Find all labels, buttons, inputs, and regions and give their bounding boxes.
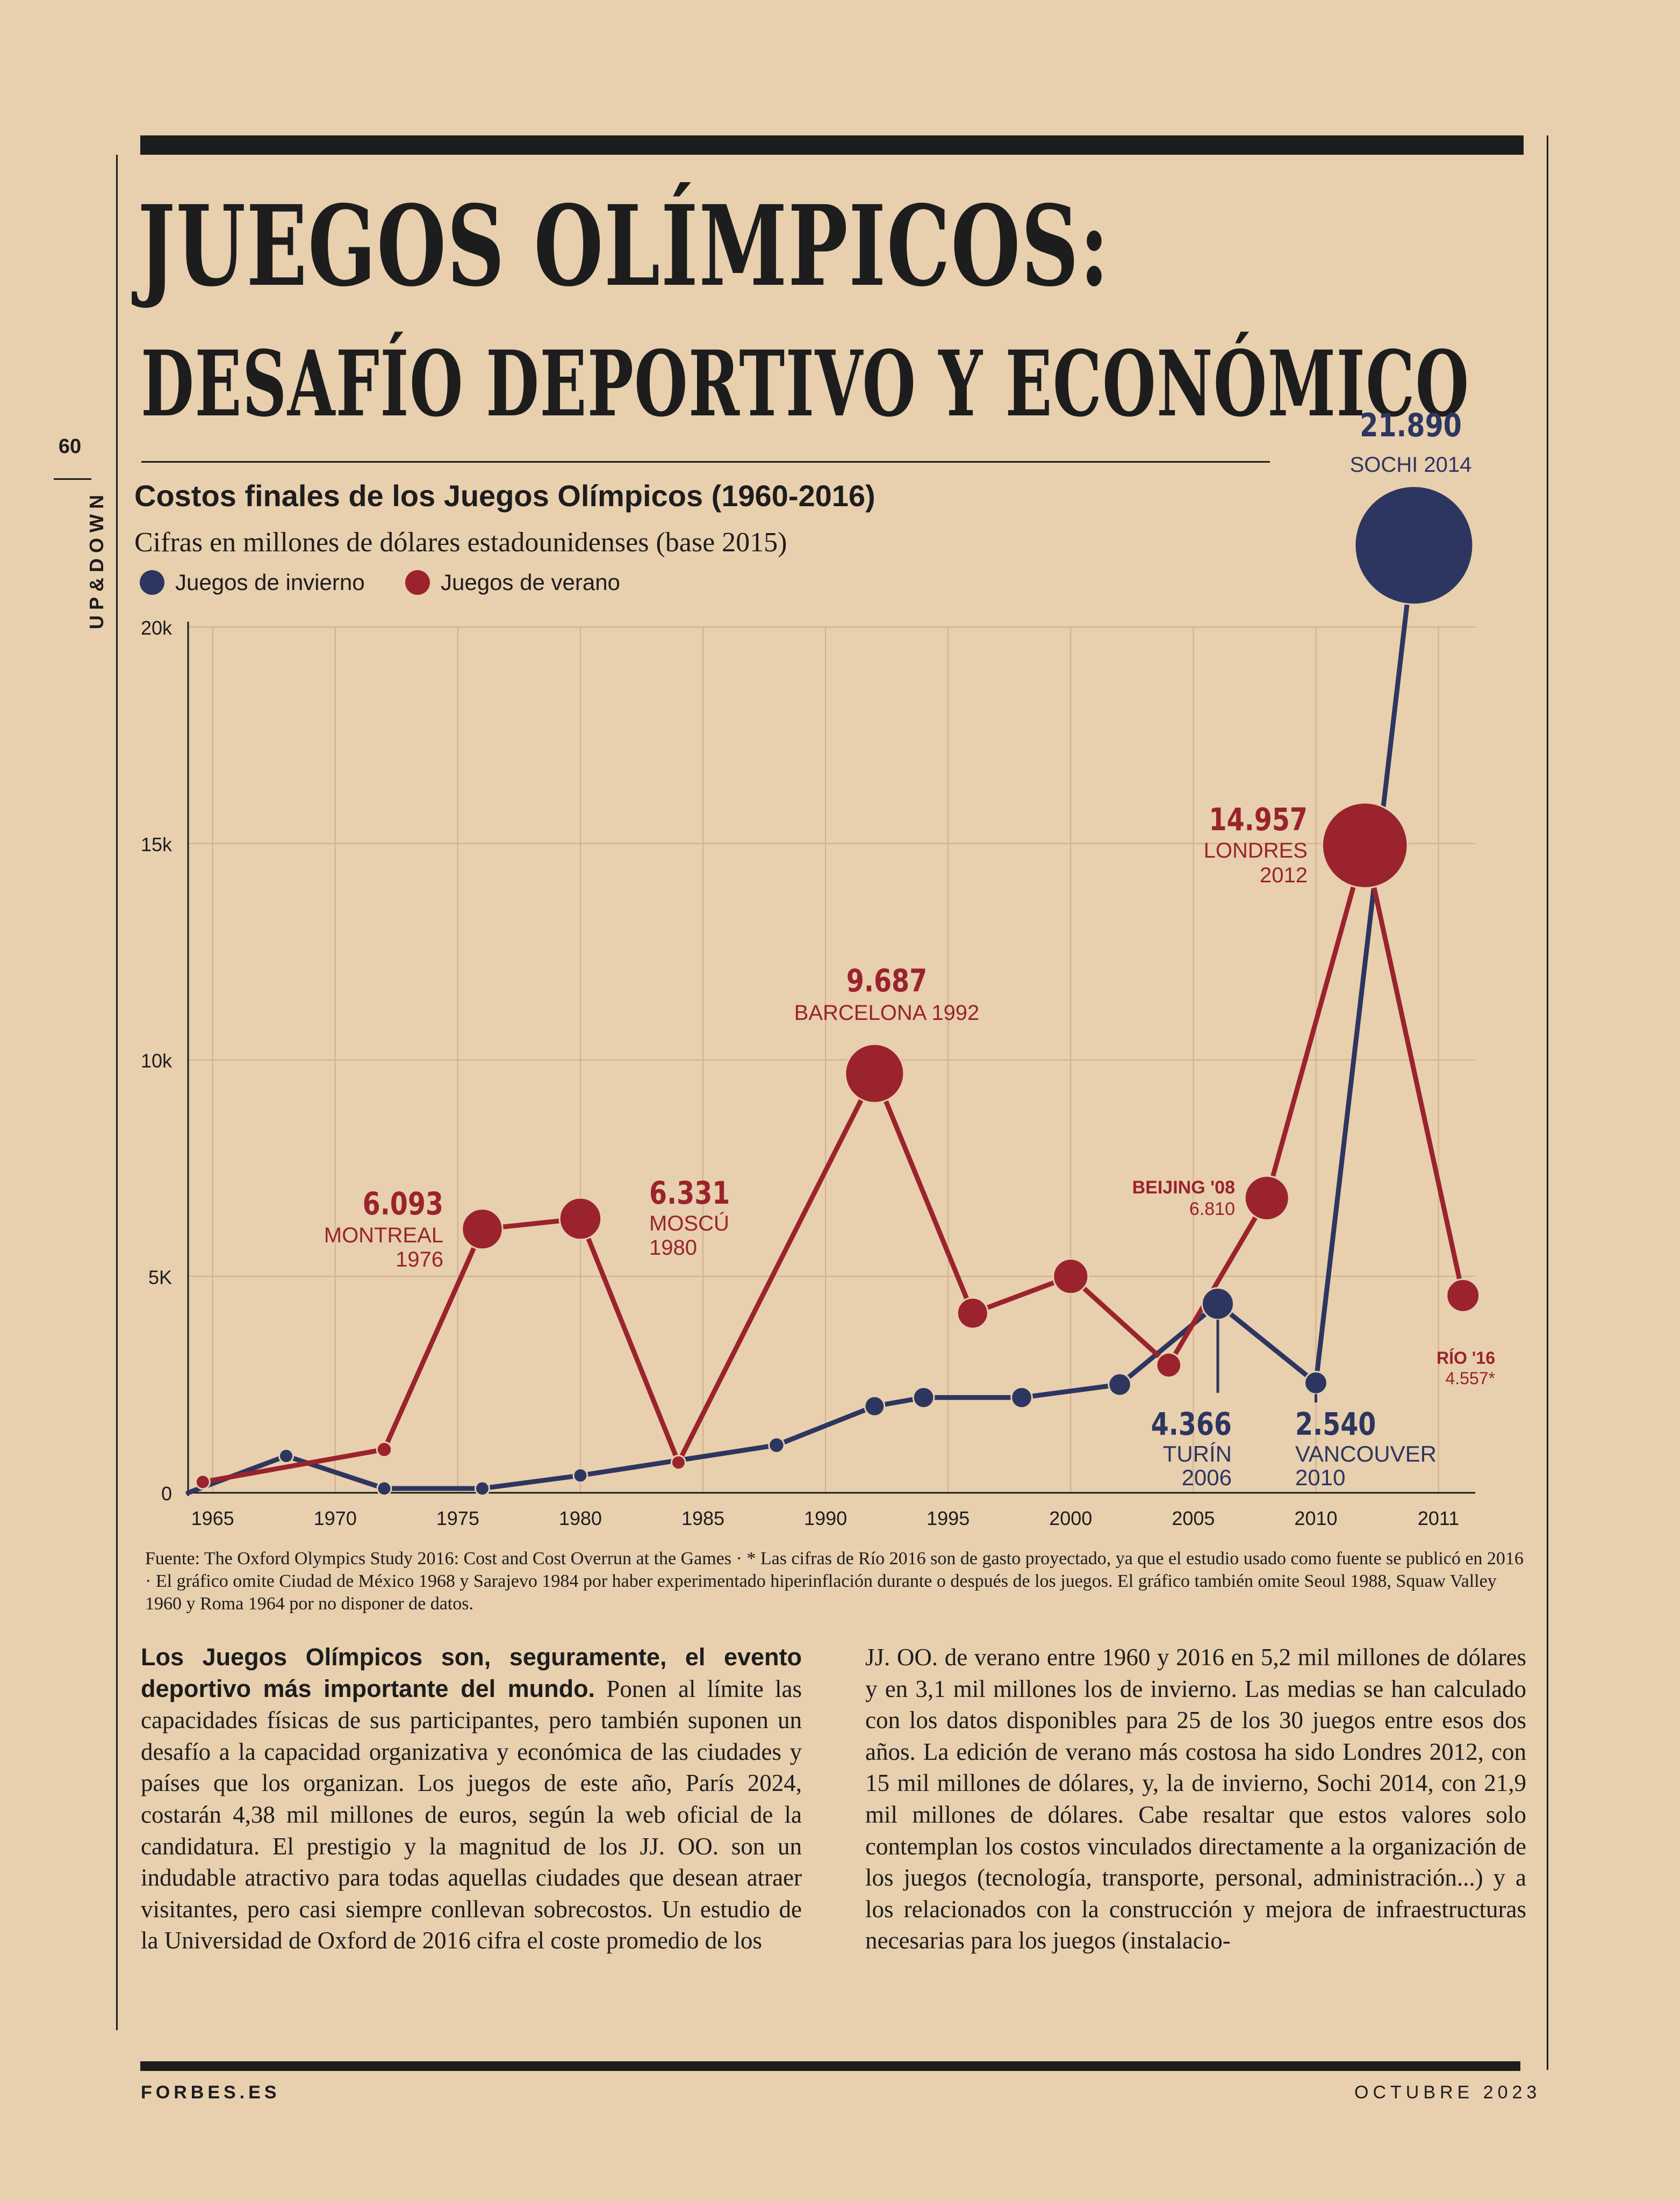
subheadline: DESAFÍO DEPORTIVO Y ECONÓMICO: [141, 330, 1470, 437]
x-tick-label: 1980: [559, 1507, 602, 1529]
y-tick-label: 0: [161, 1483, 172, 1505]
winter-data-point: [1354, 485, 1474, 606]
article-column-2: JJ. OO. de verano entre 1960 y 2016 en 5…: [865, 1644, 1526, 1954]
annotation-name: VANCOUVER: [1295, 1441, 1437, 1466]
annotation-name: 2010: [1295, 1465, 1345, 1490]
summer-data-point: [1321, 802, 1409, 889]
annotation-name: SOCHI 2014: [1350, 453, 1472, 477]
x-tick-label: 1965: [191, 1507, 234, 1529]
chart-subtitle: Cifras en millones de dólares estadounid…: [134, 527, 787, 558]
annotation-name: MONTREAL: [324, 1224, 443, 1247]
left-margin-rule: [116, 155, 118, 2030]
article-lead: Los Juegos Olímpicos son, seguramente, e…: [141, 1643, 802, 1702]
x-tick-label: 2005: [1172, 1507, 1215, 1529]
winter-data-point: [278, 1448, 294, 1464]
summer-data-point: [1052, 1258, 1089, 1295]
x-tick-label: 1995: [927, 1507, 970, 1529]
page-number-rule: [54, 478, 91, 480]
annotation-name: BARCELONA 1992: [794, 1001, 980, 1025]
summer-data-point: [956, 1297, 989, 1329]
y-tick-label: 10k: [141, 1050, 173, 1072]
y-tick-label: 20k: [141, 617, 173, 639]
annotation-name: 2012: [1260, 864, 1308, 887]
page-number: 60: [58, 435, 82, 458]
annotation-value: 4.557*: [1445, 1369, 1495, 1388]
legend-label-winter: Juegos de invierno: [175, 570, 365, 595]
annotation-value: 14.957: [1209, 801, 1308, 838]
annotation-value: 6.093: [363, 1185, 443, 1222]
x-tick-label: 2011: [1418, 1507, 1459, 1529]
annotation-name: RÍO '16: [1437, 1348, 1495, 1368]
article-column-1: Los Juegos Olímpicos son, seguramente, e…: [141, 1642, 802, 1957]
annotation-name: 1976: [396, 1248, 443, 1271]
winter-data-point: [1201, 1287, 1235, 1321]
summer-data-point: [1244, 1175, 1290, 1221]
y-tick-label: 5K: [148, 1266, 172, 1288]
annotation-value: 4.366: [1151, 1406, 1232, 1442]
annotation-value: 2.540: [1295, 1406, 1376, 1442]
legend-item-summer: Juegos de verano: [405, 570, 620, 595]
annotation-name: TURÍN: [1163, 1441, 1232, 1466]
x-tick-label: 1985: [681, 1507, 724, 1529]
summer-data-point: [461, 1208, 504, 1250]
summer-series-line: [200, 843, 1466, 1485]
x-tick-label: 1970: [314, 1507, 357, 1529]
annotation-value: 9.687: [846, 962, 927, 999]
y-tick-label: 15k: [141, 833, 173, 855]
annotation-value: 21.890: [1360, 406, 1462, 444]
annotation-name: BEIJING '08: [1132, 1177, 1235, 1198]
summer-data-point: [1155, 1352, 1182, 1378]
summer-data-point: [1446, 1278, 1481, 1313]
annotation-value: 6.331: [649, 1175, 730, 1211]
article-column-1-text: Ponen al límite las capacidades físicas …: [141, 1675, 802, 1954]
headline: JUEGOS OLÍMPICOS:: [138, 181, 1110, 311]
summer-data-point: [558, 1197, 602, 1241]
winter-data-point: [912, 1386, 935, 1409]
x-tick-label: 2000: [1049, 1507, 1092, 1529]
top-rule: [140, 135, 1524, 155]
winter-data-point: [1304, 1370, 1328, 1395]
x-tick-label: 2010: [1294, 1507, 1337, 1529]
winter-legend-swatch: [140, 570, 164, 595]
footer-publication: FORBES.ES: [141, 2082, 281, 2103]
right-margin-rule: [1547, 135, 1548, 2070]
x-tick-label: 1990: [804, 1507, 847, 1529]
winter-data-point: [768, 1436, 785, 1454]
annotation-name: MOSCÚ: [649, 1211, 729, 1235]
summer-data-point: [376, 1441, 393, 1458]
annotation-name: 2006: [1182, 1465, 1232, 1490]
bottom-rule: [140, 2061, 1520, 2071]
winter-data-point: [1108, 1372, 1132, 1397]
annotation-name: 1980: [649, 1236, 697, 1260]
summer-legend-swatch: [405, 570, 430, 595]
winter-data-point: [474, 1480, 490, 1497]
annotation-value: 6.810: [1189, 1199, 1235, 1219]
summer-data-point: [195, 1474, 211, 1490]
winter-data-point: [864, 1396, 886, 1417]
winter-data-point: [1010, 1386, 1033, 1409]
legend-item-winter: Juegos de invierno: [140, 570, 365, 595]
title-rule: [141, 461, 1270, 463]
summer-data-point: [844, 1043, 905, 1104]
footer-date: OCTUBRE 2023: [1354, 2082, 1541, 2103]
annotation-name: LONDRES: [1204, 839, 1308, 862]
x-tick-label: 1975: [436, 1507, 479, 1529]
winter-data-point: [376, 1480, 392, 1497]
legend-label-summer: Juegos de verano: [441, 570, 620, 595]
summer-data-point: [670, 1455, 686, 1471]
chart-source-note: Fuente: The Oxford Olympics Study 2016: …: [145, 1549, 1524, 1614]
chart-title: Costos finales de los Juegos Olímpicos (…: [134, 479, 875, 513]
winter-data-point: [572, 1468, 588, 1484]
